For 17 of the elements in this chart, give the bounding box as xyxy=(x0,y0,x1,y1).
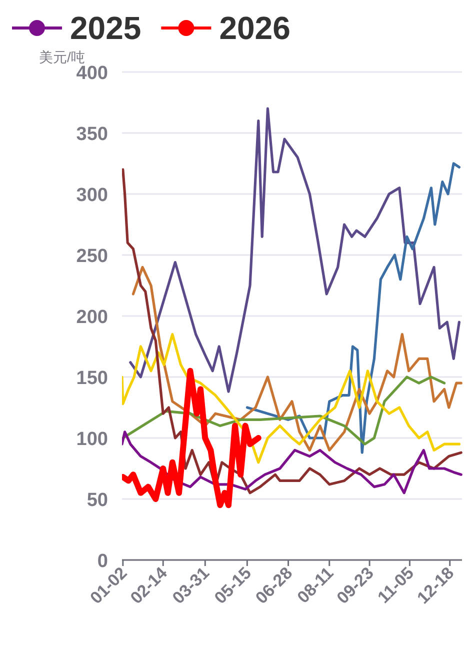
y-tick-label: 400 xyxy=(76,63,108,84)
line-series xyxy=(122,430,462,494)
y-tick-label: 150 xyxy=(76,368,108,389)
y-tick-label: 0 xyxy=(97,551,108,572)
legend-label: 2026 xyxy=(219,10,290,46)
y-axis-title: 美元/吨 xyxy=(39,49,85,65)
y-tick-label: 300 xyxy=(76,185,108,206)
y-tick-label: 350 xyxy=(76,124,108,145)
line-series xyxy=(132,266,462,452)
y-tick-label: 250 xyxy=(76,246,108,267)
line-series xyxy=(122,376,446,446)
line-series xyxy=(129,107,460,393)
line-series xyxy=(122,333,460,464)
legend-label: 2025 xyxy=(70,10,142,46)
y-tick-label: 100 xyxy=(76,429,108,450)
y-tick-label: 50 xyxy=(86,490,108,511)
y-tick-label: 200 xyxy=(76,307,108,328)
